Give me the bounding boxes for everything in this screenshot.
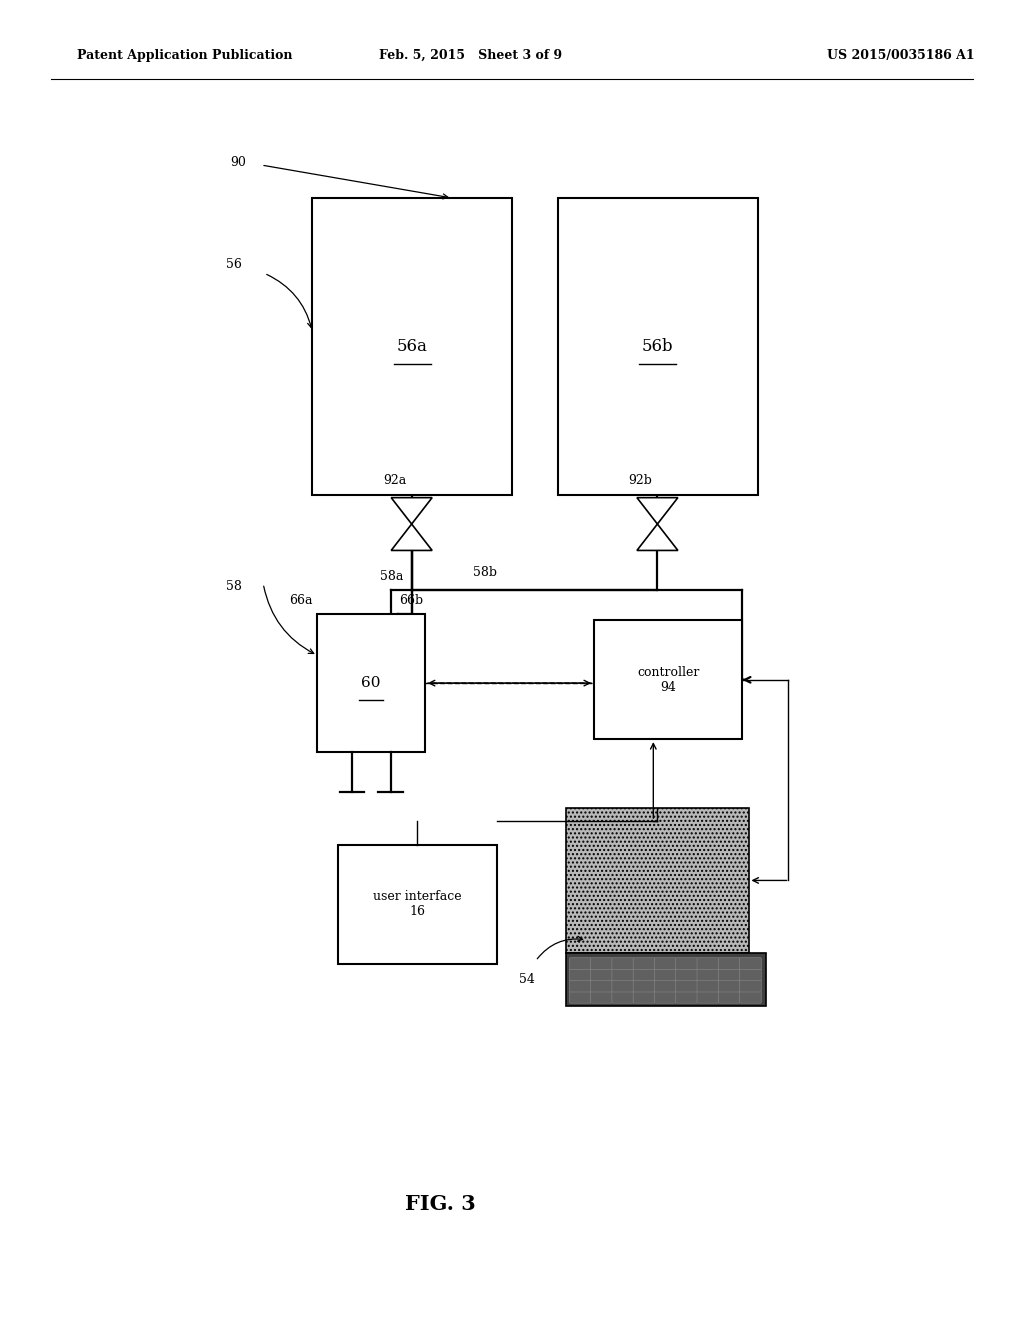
FancyBboxPatch shape	[697, 991, 719, 1003]
FancyBboxPatch shape	[654, 991, 676, 1003]
FancyBboxPatch shape	[591, 991, 612, 1003]
Bar	[312, 198, 512, 495]
Text: 54: 54	[519, 973, 536, 986]
Polygon shape	[637, 524, 678, 550]
Bar	[566, 953, 766, 1006]
FancyBboxPatch shape	[612, 969, 634, 981]
FancyBboxPatch shape	[676, 991, 697, 1003]
FancyBboxPatch shape	[676, 969, 697, 981]
Text: user interface
16: user interface 16	[373, 890, 462, 919]
FancyBboxPatch shape	[633, 969, 655, 981]
FancyBboxPatch shape	[676, 958, 697, 969]
FancyBboxPatch shape	[718, 979, 740, 993]
Text: 56: 56	[225, 257, 242, 271]
FancyBboxPatch shape	[739, 979, 761, 993]
FancyBboxPatch shape	[739, 969, 761, 981]
FancyBboxPatch shape	[591, 979, 612, 993]
FancyBboxPatch shape	[591, 958, 612, 969]
FancyBboxPatch shape	[612, 979, 634, 993]
FancyBboxPatch shape	[633, 991, 655, 1003]
FancyBboxPatch shape	[676, 979, 697, 993]
Text: 58a: 58a	[380, 570, 403, 583]
Text: 56b: 56b	[642, 338, 674, 355]
FancyBboxPatch shape	[612, 991, 634, 1003]
FancyBboxPatch shape	[654, 969, 676, 981]
Text: Patent Application Publication: Patent Application Publication	[77, 49, 292, 62]
Bar	[338, 845, 497, 964]
FancyBboxPatch shape	[654, 958, 676, 969]
Bar	[594, 620, 742, 739]
FancyBboxPatch shape	[697, 969, 719, 981]
Polygon shape	[391, 498, 432, 524]
Text: Feb. 5, 2015   Sheet 3 of 9: Feb. 5, 2015 Sheet 3 of 9	[380, 49, 562, 62]
Text: 66a: 66a	[289, 594, 312, 607]
Bar	[566, 808, 749, 953]
Polygon shape	[637, 498, 678, 524]
FancyBboxPatch shape	[612, 958, 634, 969]
Text: 60: 60	[361, 676, 381, 690]
FancyBboxPatch shape	[569, 979, 591, 993]
Text: 92a: 92a	[383, 474, 407, 487]
Bar	[317, 614, 425, 752]
Polygon shape	[391, 524, 432, 550]
FancyBboxPatch shape	[569, 958, 591, 969]
FancyBboxPatch shape	[633, 958, 655, 969]
Text: 90: 90	[230, 156, 247, 169]
FancyBboxPatch shape	[697, 979, 719, 993]
FancyBboxPatch shape	[718, 969, 740, 981]
FancyBboxPatch shape	[697, 958, 719, 969]
Text: 58: 58	[225, 579, 242, 593]
FancyBboxPatch shape	[718, 958, 740, 969]
Text: 56a: 56a	[396, 338, 428, 355]
FancyBboxPatch shape	[633, 979, 655, 993]
FancyBboxPatch shape	[718, 991, 740, 1003]
Text: FIG. 3: FIG. 3	[404, 1193, 476, 1214]
Text: US 2015/0035186 A1: US 2015/0035186 A1	[827, 49, 975, 62]
Text: 58b: 58b	[473, 566, 497, 579]
FancyBboxPatch shape	[739, 991, 761, 1003]
FancyBboxPatch shape	[739, 958, 761, 969]
Bar	[558, 198, 758, 495]
Text: 66b: 66b	[398, 594, 423, 607]
Text: 92b: 92b	[629, 474, 652, 487]
Text: controller
94: controller 94	[637, 665, 699, 694]
FancyBboxPatch shape	[654, 979, 676, 993]
FancyBboxPatch shape	[569, 991, 591, 1003]
FancyBboxPatch shape	[569, 969, 591, 981]
FancyBboxPatch shape	[591, 969, 612, 981]
